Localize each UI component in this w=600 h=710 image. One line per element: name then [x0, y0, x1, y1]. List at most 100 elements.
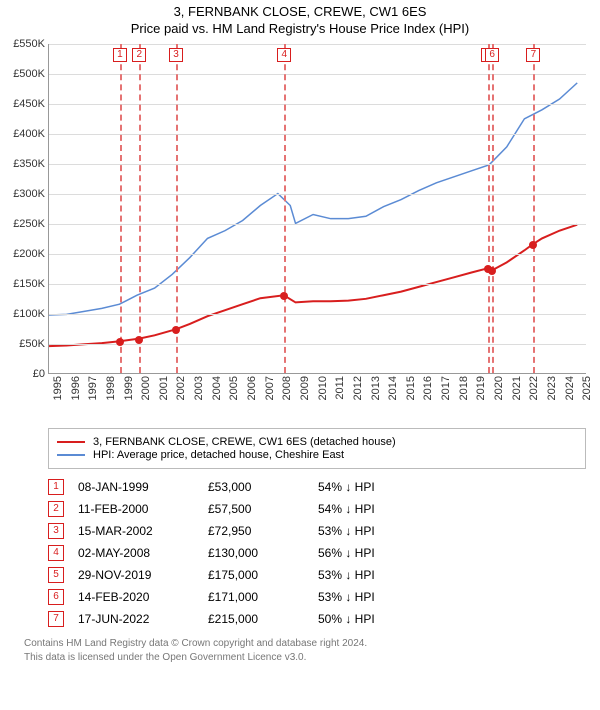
transaction-marker: 7 — [526, 48, 540, 62]
transaction-vline — [533, 44, 535, 373]
transaction-badge: 3 — [48, 523, 64, 539]
y-tick-label: £50K — [19, 338, 49, 350]
transaction-dot — [529, 241, 537, 249]
x-tick-label: 2024 — [564, 376, 576, 400]
x-tick-label: 2022 — [528, 376, 540, 400]
x-tick-label: 1996 — [70, 376, 82, 400]
transaction-badge: 1 — [48, 479, 64, 495]
transaction-marker: 2 — [132, 48, 146, 62]
transaction-marker: 3 — [169, 48, 183, 62]
y-tick-label: £400K — [13, 128, 49, 140]
transaction-price: £72,950 — [208, 524, 318, 538]
transaction-date: 14-FEB-2020 — [78, 590, 208, 604]
x-tick-label: 2021 — [511, 376, 523, 400]
transaction-date: 29-NOV-2019 — [78, 568, 208, 582]
x-tick-label: 2013 — [370, 376, 382, 400]
gridline-h — [49, 134, 586, 135]
transaction-price: £57,500 — [208, 502, 318, 516]
table-row: 717-JUN-2022£215,00050% ↓ HPI — [48, 611, 586, 627]
title-address: 3, FERNBANK CLOSE, CREWE, CW1 6ES — [0, 4, 600, 19]
y-tick-label: £150K — [13, 278, 49, 290]
transaction-date: 02-MAY-2008 — [78, 546, 208, 560]
y-tick-label: £300K — [13, 188, 49, 200]
gridline-h — [49, 284, 586, 285]
transaction-date: 17-JUN-2022 — [78, 612, 208, 626]
page: 3, FERNBANK CLOSE, CREWE, CW1 6ES Price … — [0, 0, 600, 710]
table-row: 614-FEB-2020£171,00053% ↓ HPI — [48, 589, 586, 605]
gridline-h — [49, 164, 586, 165]
transaction-price: £171,000 — [208, 590, 318, 604]
transaction-vline — [176, 44, 178, 373]
legend-item-price-paid: 3, FERNBANK CLOSE, CREWE, CW1 6ES (detac… — [57, 436, 577, 448]
plot-area: £0£50K£100K£150K£200K£250K£300K£350K£400… — [48, 44, 586, 374]
gridline-h — [49, 344, 586, 345]
transaction-vs-hpi: 53% ↓ HPI — [318, 568, 408, 582]
chart: £0£50K£100K£150K£200K£250K£300K£350K£400… — [48, 44, 586, 374]
y-tick-label: £350K — [13, 158, 49, 170]
gridline-h — [49, 44, 586, 45]
gridline-h — [49, 254, 586, 255]
y-tick-label: £500K — [13, 68, 49, 80]
transaction-date: 11-FEB-2000 — [78, 502, 208, 516]
transaction-price: £215,000 — [208, 612, 318, 626]
transaction-marker: 4 — [277, 48, 291, 62]
table-row: 211-FEB-2000£57,50054% ↓ HPI — [48, 501, 586, 517]
transaction-price: £130,000 — [208, 546, 318, 560]
title-subtitle: Price paid vs. HM Land Registry's House … — [0, 21, 600, 36]
x-tick-label: 2018 — [458, 376, 470, 400]
transaction-badge: 4 — [48, 545, 64, 561]
y-tick-label: £0 — [33, 368, 49, 380]
x-tick-label: 1999 — [123, 376, 135, 400]
x-tick-label: 2005 — [228, 376, 240, 400]
x-tick-label: 1995 — [52, 376, 64, 400]
transaction-vline — [284, 44, 286, 373]
x-tick-label: 2025 — [581, 376, 593, 400]
legend-item-hpi: HPI: Average price, detached house, Ches… — [57, 449, 577, 461]
y-tick-label: £450K — [13, 98, 49, 110]
transaction-badge: 2 — [48, 501, 64, 517]
transactions-table: 1 08-JAN-1999£53,00054% ↓ HPI 2 11-FEB-2000… — [48, 479, 586, 627]
legend-label: HPI: Average price, detached house, Ches… — [93, 449, 344, 461]
footer-line1: Contains HM Land Registry data © Crown c… — [24, 637, 586, 651]
legend-swatch — [57, 441, 85, 443]
transaction-price: £53,000 — [208, 480, 318, 494]
transaction-badge: 5 — [48, 567, 64, 583]
x-tick-label: 2015 — [405, 376, 417, 400]
legend-label: 3, FERNBANK CLOSE, CREWE, CW1 6ES (detac… — [93, 436, 396, 448]
x-tick-label: 2003 — [193, 376, 205, 400]
transaction-badge: 6 — [48, 589, 64, 605]
title-block: 3, FERNBANK CLOSE, CREWE, CW1 6ES Price … — [0, 4, 600, 36]
series-price_paid — [49, 225, 577, 346]
x-tick-label: 1997 — [87, 376, 99, 400]
transaction-date: 08-JAN-1999 — [78, 480, 208, 494]
series-hpi — [49, 83, 577, 315]
y-tick-label: £100K — [13, 308, 49, 320]
x-tick-label: 2004 — [211, 376, 223, 400]
x-tick-label: 2010 — [317, 376, 329, 400]
transaction-vs-hpi: 54% ↓ HPI — [318, 480, 408, 494]
transaction-date: 15-MAR-2002 — [78, 524, 208, 538]
y-tick-label: £550K — [13, 38, 49, 50]
transaction-vline — [492, 44, 494, 373]
gridline-h — [49, 224, 586, 225]
x-axis-labels: 1995199619971998199920002001200220032004… — [48, 376, 586, 422]
table-row: 402-MAY-2008£130,00056% ↓ HPI — [48, 545, 586, 561]
transaction-vline — [120, 44, 122, 373]
transaction-dot — [172, 326, 180, 334]
y-tick-label: £200K — [13, 248, 49, 260]
x-tick-label: 2020 — [493, 376, 505, 400]
table-row: 315-MAR-2002£72,95053% ↓ HPI — [48, 523, 586, 539]
x-tick-label: 2011 — [334, 376, 346, 400]
x-tick-label: 2012 — [352, 376, 364, 400]
transaction-dot — [135, 336, 143, 344]
x-tick-label: 2009 — [299, 376, 311, 400]
transaction-vs-hpi: 50% ↓ HPI — [318, 612, 408, 626]
legend: 3, FERNBANK CLOSE, CREWE, CW1 6ES (detac… — [48, 428, 586, 469]
gridline-h — [49, 74, 586, 75]
transaction-vline — [139, 44, 141, 373]
x-tick-label: 2023 — [546, 376, 558, 400]
transaction-price: £175,000 — [208, 568, 318, 582]
footer-line2: This data is licensed under the Open Gov… — [24, 651, 586, 665]
x-tick-label: 2014 — [387, 376, 399, 400]
legend-swatch — [57, 454, 85, 456]
